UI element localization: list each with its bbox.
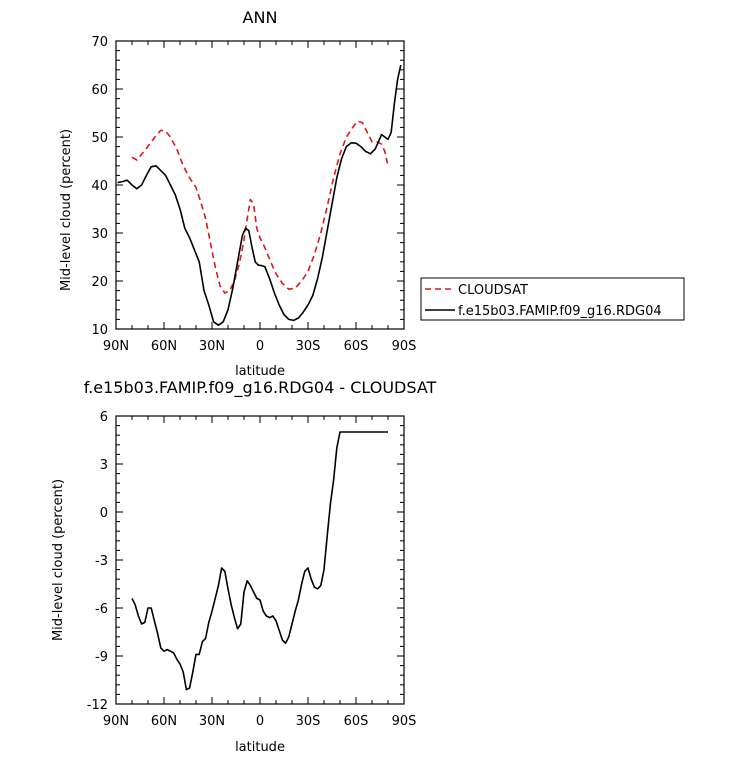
top-y-tick-label: 40 <box>91 179 108 194</box>
bottom-y-tick-label: 0 <box>100 506 108 521</box>
bottom-x-tick-label: 30S <box>296 714 321 729</box>
top-chart-title: ANN <box>243 8 278 27</box>
top-y-tick-label: 60 <box>91 83 108 98</box>
top-series-line-model <box>117 64 402 327</box>
bottom-panel: f.e15b03.FAMIP.f09_g16.RDG04 - CLOUDSAT … <box>51 378 437 755</box>
bottom-x-tick-label: 30N <box>199 714 225 729</box>
top-x-tick-label: 0 <box>256 339 264 354</box>
bottom-x-axis-label: latitude <box>235 740 285 755</box>
top-y-tick-label: 30 <box>91 227 108 242</box>
bottom-plot-area: 90N 60N 30N 0 30S 60S 90S -12 -9 -6 -3 0 3 6 <box>87 410 417 729</box>
bottom-x-tick-label: 90S <box>392 714 417 729</box>
bottom-x-tick-label: 60S <box>344 714 369 729</box>
top-x-tick-label: 90S <box>392 339 417 354</box>
legend-label-cloudsat: CLOUDSAT <box>458 283 528 298</box>
bottom-y-tick-label: -9 <box>95 650 108 665</box>
bottom-y-tick-label: -12 <box>87 698 108 713</box>
top-x-axis-label: latitude <box>235 364 285 379</box>
top-x-tick-label: 60S <box>344 339 369 354</box>
legend: CLOUDSAT f.e15b03.FAMIP.f09_g16.RDG04 <box>420 277 685 321</box>
bottom-plot-frame <box>115 415 405 705</box>
bottom-x-tick-label: 90N <box>103 714 129 729</box>
top-y-tick-label: 10 <box>91 323 108 338</box>
bottom-y-tick-label: -3 <box>95 554 108 569</box>
bottom-x-tick-label: 0 <box>256 714 264 729</box>
legend-box <box>420 277 685 321</box>
bottom-y-axis-label: Mid-level cloud (percent) <box>51 479 66 641</box>
bottom-chart-title: f.e15b03.FAMIP.f09_g16.RDG04 - CLOUDSAT <box>84 378 437 398</box>
top-x-tick-label: 90N <box>103 339 129 354</box>
top-y-tick-label: 50 <box>91 131 108 146</box>
top-y-tick-label: 20 <box>91 275 108 290</box>
bottom-y-tick-label: -6 <box>95 602 108 617</box>
legend-label-model: f.e15b03.FAMIP.f09_g16.RDG04 <box>458 304 662 319</box>
bottom-y-tick-label: 6 <box>100 410 108 425</box>
bottom-series-line-model <box>131 431 388 691</box>
top-x-tick-label: 30S <box>296 339 321 354</box>
top-series-line-cloudsat <box>131 120 389 294</box>
top-y-axis-label: Mid-level cloud (percent) <box>59 129 74 291</box>
bottom-y-tick-label: 3 <box>100 458 108 473</box>
bottom-x-tick-label: 60N <box>151 714 177 729</box>
top-x-tick-label: 60N <box>151 339 177 354</box>
top-y-tick-label: 70 <box>91 35 108 50</box>
top-panel: ANN Mid-level cloud (percent) latitude 9… <box>59 8 416 379</box>
top-plot-area: 90N 60N 30N 0 30S 60S 90S 10 20 30 40 50 60 70 <box>91 35 416 354</box>
top-x-tick-label: 30N <box>199 339 225 354</box>
top-plot-frame <box>115 40 405 330</box>
